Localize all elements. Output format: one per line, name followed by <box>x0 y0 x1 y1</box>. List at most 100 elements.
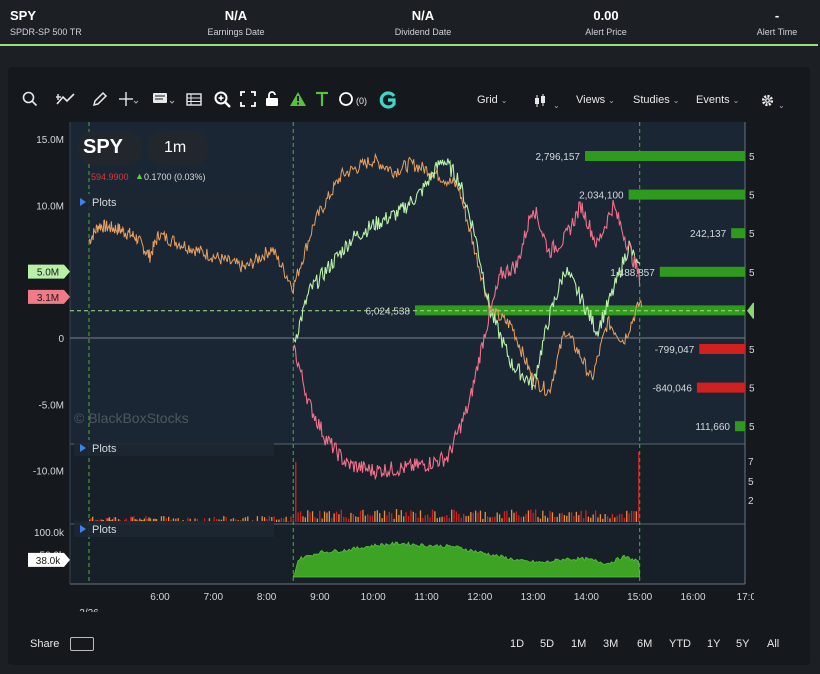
volume-profile-label: 2,034,100 <box>579 191 624 202</box>
range-ytd-button[interactable]: YTD <box>669 638 691 650</box>
up-arrow-icon: ▲ <box>135 171 144 181</box>
ticker-pill[interactable] <box>78 131 142 165</box>
studies-menu[interactable]: Studies ⌄ <box>633 94 679 106</box>
volume-bar <box>314 517 316 522</box>
alert-time-label: Alert Time <box>756 27 798 37</box>
volume-bar <box>194 518 196 522</box>
range-3m-button[interactable]: 3M <box>603 638 619 650</box>
alert-price-value: 0.00 <box>593 8 619 23</box>
range-all-button[interactable]: All <box>767 638 780 650</box>
volume-bar <box>225 517 227 522</box>
range-1m-button[interactable]: 1M <box>571 638 587 650</box>
last-price: 594.9900 <box>91 172 129 182</box>
volume-tick-label: 750k <box>748 457 754 468</box>
volume-bar <box>99 519 101 522</box>
bottom-bar: Share 1D 5D 1M 3M 6M YTD 1Y 5Y All <box>8 625 810 665</box>
candle-type-menu[interactable]: ⌄ <box>534 94 560 111</box>
warning-icon[interactable] <box>289 91 307 111</box>
alerts-circle-icon[interactable] <box>338 91 354 111</box>
g-logo-icon[interactable] <box>378 91 398 113</box>
volume-bar <box>527 510 530 522</box>
volume-bar <box>101 519 103 522</box>
pencil-icon[interactable] <box>92 91 108 111</box>
fullscreen-icon[interactable] <box>240 91 256 111</box>
events-menu[interactable]: Events ⌄ <box>696 94 739 106</box>
symbol-name: SPDR-SP 500 TR <box>10 27 82 37</box>
volume-bar <box>89 519 91 522</box>
volume-bar <box>111 519 114 522</box>
volume-bar <box>388 511 390 522</box>
volume-profile-label: 242,137 <box>690 229 727 240</box>
volume-profile-label: -799,047 <box>655 345 695 356</box>
views-menu[interactable]: Views ⌄ <box>576 94 615 106</box>
range-1d-button[interactable]: 1D <box>510 638 525 650</box>
volume-bar <box>247 516 249 522</box>
zoom-in-icon[interactable] <box>214 91 232 113</box>
volume-bar <box>119 519 121 522</box>
volume-bar <box>149 518 152 522</box>
volume-bar <box>441 516 443 522</box>
volume-bar <box>323 511 326 522</box>
range-6m-button[interactable]: 6M <box>637 638 653 650</box>
volume-bar <box>362 509 364 522</box>
volume-bar <box>542 510 544 522</box>
left-tick-label: 0 <box>58 334 64 345</box>
events-menu-label: Events <box>696 94 730 106</box>
chart-ticker: SPY <box>83 136 124 158</box>
volume-bar <box>638 452 640 522</box>
unlock-icon[interactable] <box>264 91 280 111</box>
time-tick-label: 14:00 <box>574 592 599 603</box>
time-tick-label: 10:00 <box>361 592 386 603</box>
comment-icon[interactable] <box>152 91 176 111</box>
search-icon[interactable] <box>22 91 38 111</box>
volume-profile-label: 111,660 <box>695 422 730 433</box>
volume-bar <box>335 511 338 522</box>
range-1y-button[interactable]: 1Y <box>707 638 721 650</box>
keyboard-icon[interactable] <box>70 637 94 651</box>
volume-bar <box>134 519 136 522</box>
volume-bar <box>223 516 225 522</box>
volume-bar <box>357 516 359 522</box>
badge-buy-flow <box>28 264 70 279</box>
volume-bar <box>448 517 450 522</box>
price-badge <box>747 302 754 319</box>
volume-bar <box>460 517 462 522</box>
volume-bar <box>92 516 94 522</box>
range-5d-button[interactable]: 5D <box>540 638 555 650</box>
table-icon[interactable] <box>186 91 202 111</box>
chart-svg[interactable]: 6:00 7:00 8:00 9:00 10:00 11:00 12:00 13:00 14:0… <box>22 122 754 612</box>
volume-bar <box>275 519 278 522</box>
plots-legend-area-bg <box>74 521 274 537</box>
share-button[interactable]: Share <box>30 638 60 650</box>
volume-profile-bar <box>659 266 745 277</box>
interval-pill[interactable] <box>147 131 209 165</box>
text-tool-icon[interactable] <box>315 91 329 111</box>
volume-bar <box>340 509 342 522</box>
volume-bar <box>594 510 597 522</box>
volume-bar <box>484 511 486 522</box>
badge-sell-flow-label: 3.1M <box>37 293 59 304</box>
volume-bar <box>451 509 453 522</box>
grid-menu[interactable]: Grid ⌄ <box>477 94 507 106</box>
volume-bar <box>232 518 235 522</box>
settings-menu[interactable]: ⌄ <box>760 93 785 111</box>
volume-bar <box>369 515 371 522</box>
right-tick-label: 593.00 <box>749 384 754 395</box>
alert-price-cell: 0.00 Alert Price <box>566 8 646 37</box>
area-series <box>292 541 641 578</box>
volume-bar <box>496 512 498 522</box>
volume-bar <box>537 517 539 522</box>
trendline-icon[interactable] <box>55 91 76 111</box>
range-5y-button[interactable]: 5Y <box>736 638 750 650</box>
crosshair-icon[interactable] <box>118 91 140 111</box>
volume-bar <box>148 517 150 522</box>
volume-bar <box>319 510 321 522</box>
volume-bar <box>501 518 503 522</box>
time-tick-label: 6:00 <box>150 592 170 603</box>
badge-area <box>28 552 70 567</box>
chart-area[interactable]: 6:00 7:00 8:00 9:00 10:00 11:00 12:00 13:00 14:0… <box>22 122 754 664</box>
volume-bar <box>453 509 455 522</box>
volume-bar <box>273 516 275 522</box>
volume-bar <box>446 515 448 522</box>
right-tick-label: 597.00 <box>749 229 754 240</box>
